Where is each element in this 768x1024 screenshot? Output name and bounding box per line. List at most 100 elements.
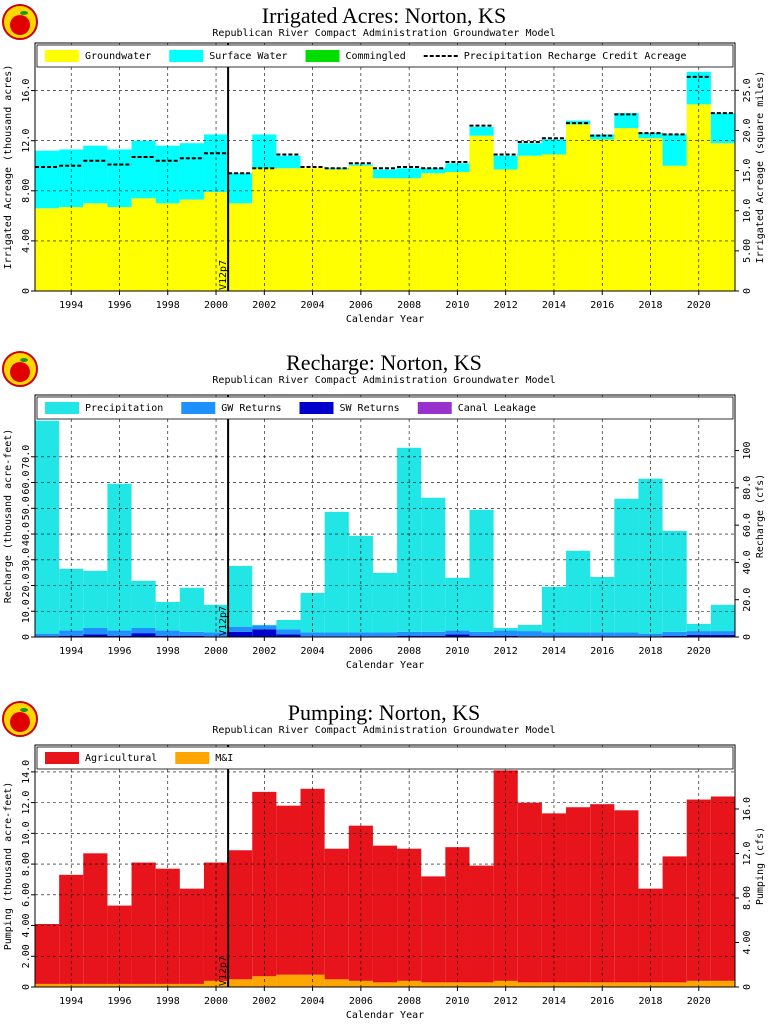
bar-segment <box>493 155 518 170</box>
legend-swatch <box>299 402 334 414</box>
bar-segment <box>686 980 711 987</box>
legend-label: Precipitation Recharge Credit Acreage <box>464 51 687 62</box>
bar-segment <box>421 631 446 636</box>
legend-label: M&I <box>215 753 233 764</box>
y2-tick-label: 0 <box>742 984 753 990</box>
bar-segment <box>662 631 687 636</box>
y2-axis-label: Irrigated Acreage (square miles) <box>755 71 766 264</box>
bar-segment <box>517 155 542 291</box>
legend-swatch <box>45 752 79 764</box>
bar-segment <box>421 982 446 987</box>
bar-segment <box>662 982 687 987</box>
x-tick-label: 2016 <box>590 646 614 657</box>
x-tick-label: 2012 <box>494 300 518 311</box>
bar-segment <box>614 113 639 129</box>
bar-segment <box>397 168 422 179</box>
bar-segment <box>541 982 567 987</box>
bar-segment <box>566 632 591 637</box>
bar-segment <box>469 126 494 136</box>
version-label: V12p7 <box>218 260 229 290</box>
legend-label: Groundwater <box>85 51 151 62</box>
y-tick-label: 14.0 <box>21 760 32 784</box>
bar-segment <box>590 804 615 983</box>
y2-axis-label: Pumping (cfs) <box>755 827 766 905</box>
bar-segment <box>179 143 204 200</box>
y2-axis-label: Recharge (cfs) <box>755 474 766 558</box>
x-tick-label: 2004 <box>301 996 325 1007</box>
bar-segment <box>469 865 494 983</box>
chart-title: Recharge: Norton, KS <box>286 350 482 375</box>
bar-segment <box>445 163 470 173</box>
x-tick-label: 2014 <box>542 646 566 657</box>
bar-segment <box>710 980 735 987</box>
x-axis-label: Calendar Year <box>346 314 424 325</box>
apple-leaf <box>20 11 28 15</box>
bar-segment <box>421 876 446 983</box>
legend-swatch <box>181 402 216 414</box>
y2-tick-label: 0 <box>742 288 753 294</box>
x-tick-label: 2010 <box>445 300 469 311</box>
x-tick-label: 2010 <box>445 996 469 1007</box>
bar-segment <box>131 633 156 637</box>
version-label: V12p7 <box>218 606 229 636</box>
bar-segment <box>372 169 398 179</box>
y-tick-label: 20.0 <box>21 573 32 597</box>
bar-segment <box>131 580 156 628</box>
bar-segment <box>517 631 542 637</box>
bar-segment <box>638 138 663 291</box>
bar-segment <box>107 630 132 636</box>
bar-segment <box>228 626 253 632</box>
bar-segment <box>59 874 84 984</box>
x-tick-label: 2018 <box>638 996 662 1007</box>
bar-segment <box>276 629 301 635</box>
bar-segment <box>276 620 301 630</box>
y2-tick-label: 20.0 <box>742 118 753 142</box>
y2-tick-label: 40.0 <box>742 550 753 574</box>
y-tick-label: 0 <box>21 288 32 294</box>
plot-frame <box>34 394 736 638</box>
legend-box <box>36 44 734 68</box>
bar-segment <box>662 134 687 166</box>
x-tick-label: 2002 <box>252 300 276 311</box>
x-tick-label: 2012 <box>494 646 518 657</box>
bar-segment <box>493 980 518 987</box>
y-tick-label: 70.0 <box>21 445 32 469</box>
bar-segment <box>710 143 735 291</box>
x-tick-label: 2006 <box>349 646 373 657</box>
bar-segment <box>662 635 687 637</box>
legend-swatch <box>417 402 452 414</box>
x-tick-label: 2016 <box>590 300 614 311</box>
y-tick-label: 2.00 <box>21 944 32 968</box>
bar-segment <box>203 980 229 987</box>
bar-segment <box>710 634 735 637</box>
bar-segment <box>517 624 542 632</box>
bar-segment <box>131 140 156 199</box>
bar-segment <box>252 625 277 630</box>
bar-segment <box>590 982 615 987</box>
bar-segment <box>686 104 711 291</box>
apple-logo <box>10 712 30 732</box>
x-tick-label: 1998 <box>156 646 180 657</box>
bar-segment <box>662 530 687 632</box>
bar-segment <box>348 632 373 637</box>
bar-segment <box>469 635 494 637</box>
y-tick-label: 30.0 <box>21 548 32 572</box>
bar-segment <box>614 128 639 291</box>
bar-segment <box>228 203 253 291</box>
bar-segment <box>179 888 204 984</box>
y2-tick-label: 4.00 <box>742 930 753 954</box>
legend-swatch <box>45 50 79 62</box>
bar-segment <box>469 982 494 987</box>
x-tick-label: 1996 <box>107 646 131 657</box>
bar-segment <box>638 478 663 634</box>
bar-segment <box>83 983 108 987</box>
x-tick-label: 2000 <box>204 996 228 1007</box>
bar-segment <box>35 208 60 291</box>
bar-segment <box>662 856 687 983</box>
x-tick-label: 2016 <box>590 996 614 1007</box>
y-axis-label: Recharge (thousand acre-feet) <box>3 429 14 604</box>
bar-segment <box>517 802 542 983</box>
bar-segment <box>541 154 567 291</box>
bar-segment <box>372 982 398 987</box>
bar-segment <box>276 168 301 291</box>
